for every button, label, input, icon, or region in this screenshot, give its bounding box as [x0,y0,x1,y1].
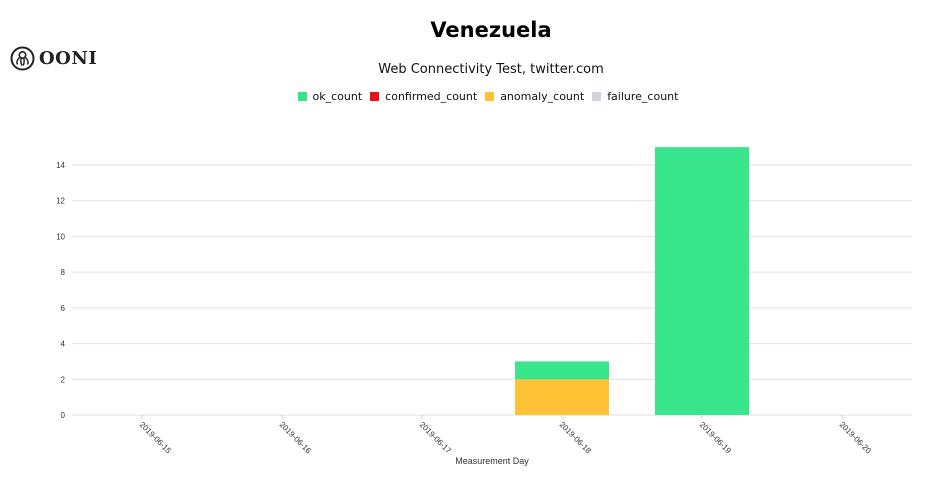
bar-anomaly_count-2019-06-18[interactable] [515,379,609,415]
x-tick-label-2019-06-19: 2019-06-19 [698,420,734,456]
legend-swatch-anomaly [485,92,495,101]
legend-label-ok: ok_count [312,90,363,103]
logo-text: OONI [39,48,98,69]
legend-label-anomaly: anomaly_count [500,90,585,103]
ooni-octopus-icon [10,46,35,71]
x-tick-label-2019-06-17: 2019-06-17 [418,420,454,456]
legend-swatch-failure [592,92,602,101]
legend-swatch-confirmed [370,92,380,101]
y-tick-label-12: 12 [56,197,65,206]
bar-ok_count-2019-06-19[interactable] [655,147,749,415]
x-tick-label-2019-06-15: 2019-06-15 [138,420,174,456]
legend-label-failure: failure_count [607,90,679,103]
bars [515,147,749,415]
chart-title: Venezuela [430,18,552,42]
x-tick-label-2019-06-16: 2019-06-16 [278,420,314,456]
y-tick-label-10: 10 [56,232,65,241]
y-tick-label-14: 14 [56,161,65,170]
chart-subtitle: Web Connectivity Test, twitter.com [378,62,604,77]
legend-label-confirmed: confirmed_count [385,90,478,103]
y-axis-ticks: 0 2 4 6 8 10 12 14 [56,161,65,420]
legend-swatch-ok [297,92,307,101]
grid-lines [72,164,912,416]
y-tick-label-2: 2 [61,375,66,384]
x-tick-label-2019-06-18: 2019-06-18 [558,420,594,456]
legend-item-anomaly[interactable]: anomaly_count [485,90,584,103]
y-tick-label-0: 0 [61,411,66,420]
legend-item-confirmed[interactable]: confirmed_count [370,90,477,103]
legend-item-failure[interactable]: failure_count [592,90,678,103]
y-tick-label-4: 4 [61,340,66,349]
chart-legend: ok_count confirmed_count anomaly_count f… [0,90,936,103]
y-tick-label-8: 8 [61,268,66,277]
x-axis-ticks: 2019-06-15 2019-06-16 2019-06-17 2019-06-18… [138,415,874,456]
bar-ok_count-2019-06-18[interactable] [515,361,609,380]
y-tick-label-6: 6 [61,304,66,313]
x-tick-label-2019-06-20: 2019-06-20 [838,420,874,456]
legend-item-ok[interactable]: ok_count [297,90,363,103]
ooni-logo: OONI [10,46,97,71]
x-axis-title: Measurement Day [455,456,529,466]
